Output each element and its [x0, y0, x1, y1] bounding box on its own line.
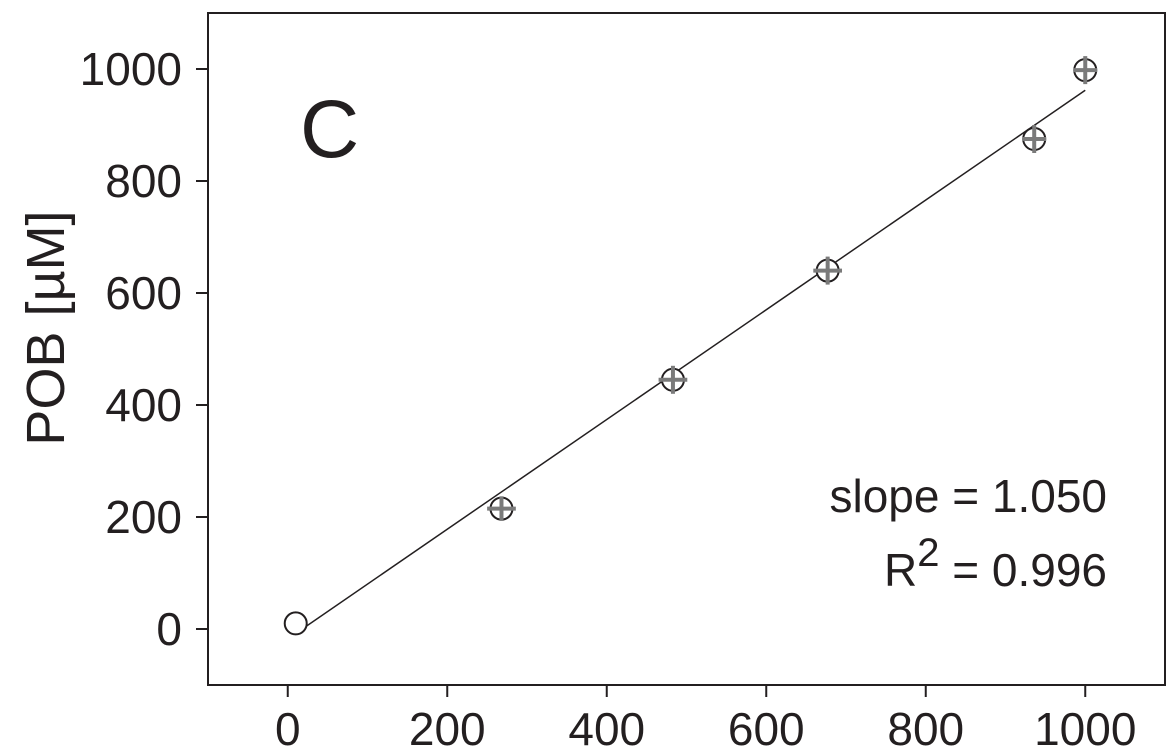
x-axis: 0 200 400 600 800 1000	[275, 685, 1136, 751]
data-point	[658, 365, 688, 394]
slope-annotation: slope = 1.050	[829, 470, 1107, 522]
x-tick-label: 800	[887, 703, 964, 751]
y-tick-label: 1000	[80, 43, 182, 95]
data-point	[1073, 56, 1098, 85]
data-point	[1022, 125, 1047, 153]
x-tick-label: 1000	[1034, 703, 1136, 751]
fit-line	[295, 89, 1086, 635]
plot-frame	[207, 12, 1166, 686]
y-tick-label: 600	[105, 267, 182, 319]
x-tick-label: 0	[275, 703, 301, 751]
data-points	[283, 56, 1098, 636]
y-axis-label: POB [µM]	[16, 210, 76, 445]
x-tick-label: 600	[728, 703, 805, 751]
panel-label: C	[300, 84, 359, 175]
data-point	[813, 256, 843, 285]
x-tick-label: 200	[409, 703, 486, 751]
x-tick-label: 400	[568, 703, 645, 751]
point-marker	[283, 611, 308, 636]
y-tick-label: 800	[105, 155, 182, 207]
data-point	[283, 611, 308, 636]
r2-superscript: 2	[917, 531, 939, 575]
y-tick-label: 400	[105, 379, 182, 431]
r2-annotation: R2 = 0.996	[884, 531, 1107, 596]
y-tick-label: 200	[105, 491, 182, 543]
y-axis: 0 200 400 600 800 1000	[80, 43, 208, 655]
y-tick-label: 0	[156, 603, 182, 655]
r2-prefix: R	[884, 544, 917, 596]
data-point	[487, 496, 516, 521]
r2-suffix: = 0.996	[939, 544, 1107, 596]
